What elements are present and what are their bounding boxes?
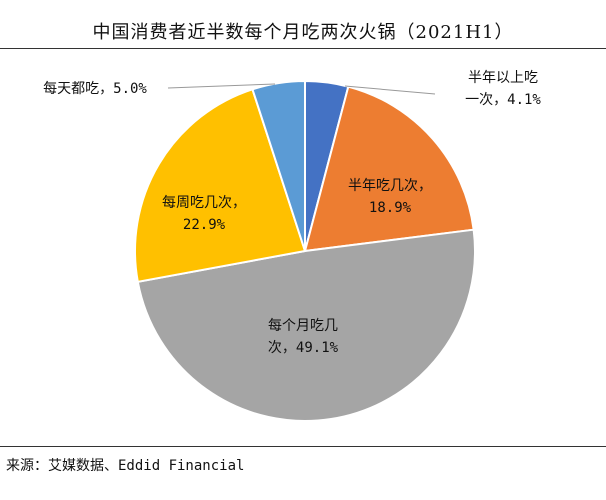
slice-label-0: 半年以上吃一次，4.1% <box>465 70 541 108</box>
leader-line-4 <box>167 83 276 89</box>
slice-label-4: 每天都吃，5.0% <box>43 81 147 97</box>
slice-label-3: 每周吃几次， 22.9% <box>162 195 246 233</box>
pie-slice-3 <box>134 88 307 283</box>
pie-chart: 半年以上吃一次，4.1% 半年吃几次， 18.9% 每个月吃几次，49.1% 每周吃几次… <box>43 70 541 422</box>
pie-slice-2 <box>136 228 476 422</box>
pie-slice-1 <box>303 85 475 253</box>
slice-label-1: 半年吃几次， 18.9% <box>348 178 432 216</box>
chart-title: 中国消费者近半数每个月吃两次火锅（2021H1） <box>92 22 514 43</box>
pie-slice-4 <box>251 79 306 252</box>
source-note: 来源：艾媒数据、Eddid Financial <box>6 458 245 474</box>
source-rule <box>0 446 606 447</box>
leader-line-0 <box>344 85 436 95</box>
slice-label-2: 每个月吃几次，49.1% <box>268 318 339 356</box>
title-rule <box>0 48 606 49</box>
